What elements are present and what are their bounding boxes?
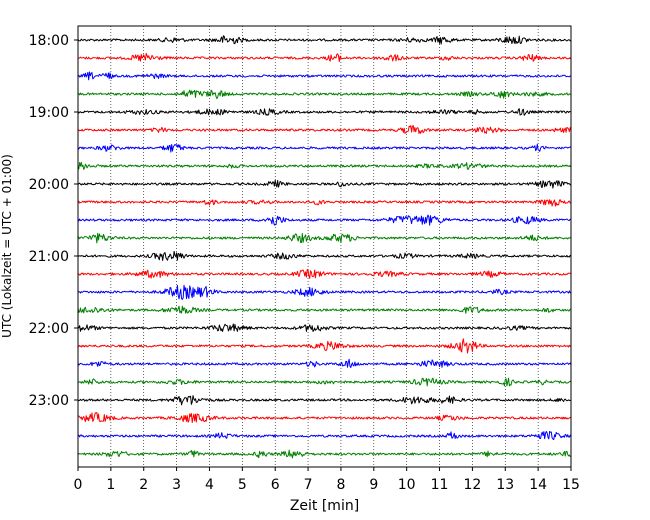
seismic-traces — [77, 35, 572, 459]
x-tick-label-2: 2 — [139, 477, 148, 493]
x-tick-label-12: 12 — [463, 477, 481, 493]
x-tick-label-4: 4 — [205, 477, 214, 493]
x-tick-label-1: 1 — [106, 477, 115, 493]
trace-22:30 — [77, 358, 572, 369]
x-tick-label-9: 9 — [369, 477, 378, 493]
x-tick-label-11: 11 — [431, 477, 449, 493]
x-tick-label-10: 10 — [398, 477, 416, 493]
trace-21:45 — [77, 305, 572, 314]
trace-22:00 — [77, 323, 572, 332]
y-axis-ticks: 18:00 19:00 20:00 21:00 22:00 23:00 — [29, 33, 78, 409]
trace-23:45 — [77, 449, 572, 459]
x-tick-label-14: 14 — [529, 477, 547, 493]
x-tick-label-0: 0 — [74, 477, 83, 493]
trace-19:15 — [77, 124, 572, 134]
trace-21:00 — [77, 250, 572, 261]
trace-19:30 — [77, 143, 572, 153]
x-axis-label: Zeit [min] — [290, 498, 359, 514]
trace-18:45 — [77, 89, 572, 100]
y-tick-label-18:00: 18:00 — [29, 33, 69, 49]
trace-18:30 — [77, 71, 572, 81]
x-tick-label-5: 5 — [238, 477, 247, 493]
trace-21:30 — [77, 284, 572, 300]
x-axis-ticks: 0 1 2 3 4 5 6 7 8 9 10 11 12 13 14 15 — [74, 467, 580, 493]
x-tick-label-8: 8 — [336, 477, 345, 493]
vertical-grid — [110, 26, 539, 467]
x-tick-label-13: 13 — [496, 477, 514, 493]
y-axis-label: UTC (Lokalzeit = UTC + 01:00) — [0, 154, 14, 338]
y-tick-label-22:00: 22:00 — [29, 321, 69, 337]
y-tick-label-23:00: 23:00 — [29, 393, 69, 409]
trace-23:30 — [77, 430, 572, 441]
trace-21:15 — [77, 268, 572, 279]
x-tick-label-3: 3 — [172, 477, 181, 493]
x-tick-label-7: 7 — [304, 477, 313, 493]
trace-22:45 — [77, 377, 572, 387]
y-tick-label-20:00: 20:00 — [29, 177, 69, 193]
trace-23:15 — [77, 412, 572, 424]
axes-frame — [77, 25, 572, 468]
trace-20:45 — [77, 232, 572, 244]
trace-18:15 — [77, 52, 572, 63]
trace-20:30 — [77, 214, 572, 226]
trace-20:00 — [77, 179, 572, 189]
trace-23:00 — [77, 395, 572, 406]
y-tick-label-19:00: 19:00 — [29, 105, 69, 121]
y-tick-label-21:00: 21:00 — [29, 249, 69, 265]
x-tick-label-15: 15 — [562, 477, 580, 493]
trace-19:45 — [77, 161, 572, 170]
trace-20:15 — [77, 199, 572, 207]
trace-19:00 — [77, 108, 572, 116]
trace-22:15 — [77, 338, 572, 354]
trace-18:00 — [77, 35, 572, 45]
x-tick-label-6: 6 — [271, 477, 280, 493]
